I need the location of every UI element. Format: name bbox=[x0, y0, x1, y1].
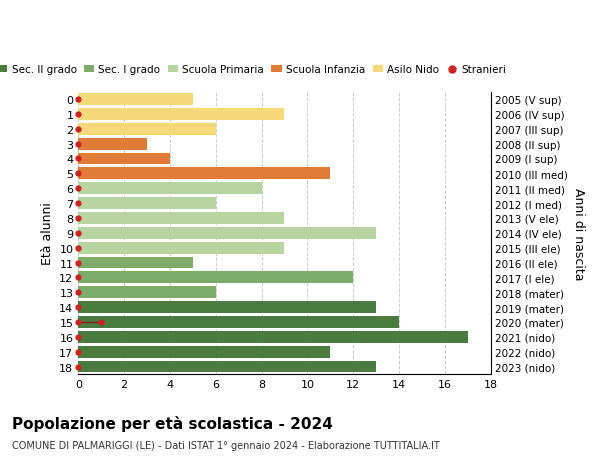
Bar bbox=[78, 109, 284, 121]
Bar bbox=[78, 198, 216, 210]
Text: COMUNE DI PALMARIGGI (LE) - Dati ISTAT 1° gennaio 2024 - Elaborazione TUTTITALIA: COMUNE DI PALMARIGGI (LE) - Dati ISTAT 1… bbox=[12, 440, 440, 450]
Bar bbox=[78, 242, 284, 254]
Bar bbox=[78, 139, 147, 150]
Bar bbox=[78, 316, 399, 328]
Y-axis label: Età alunni: Età alunni bbox=[41, 202, 54, 265]
Bar bbox=[78, 153, 170, 165]
Text: Popolazione per età scolastica - 2024: Popolazione per età scolastica - 2024 bbox=[12, 415, 333, 431]
Bar bbox=[78, 287, 216, 298]
Bar bbox=[78, 257, 193, 269]
Bar bbox=[78, 168, 330, 180]
Bar bbox=[78, 302, 376, 313]
Bar bbox=[78, 213, 284, 224]
Bar bbox=[78, 94, 193, 106]
Legend: Sec. II grado, Sec. I grado, Scuola Primaria, Scuola Infanzia, Asilo Nido, Stran: Sec. II grado, Sec. I grado, Scuola Prim… bbox=[0, 61, 510, 79]
Bar bbox=[78, 361, 376, 373]
Bar bbox=[78, 346, 330, 358]
Y-axis label: Anni di nascita: Anni di nascita bbox=[572, 187, 585, 280]
Bar bbox=[78, 183, 262, 195]
Bar bbox=[78, 331, 467, 343]
Bar bbox=[78, 227, 376, 239]
Bar bbox=[78, 123, 216, 135]
Bar bbox=[78, 272, 353, 284]
